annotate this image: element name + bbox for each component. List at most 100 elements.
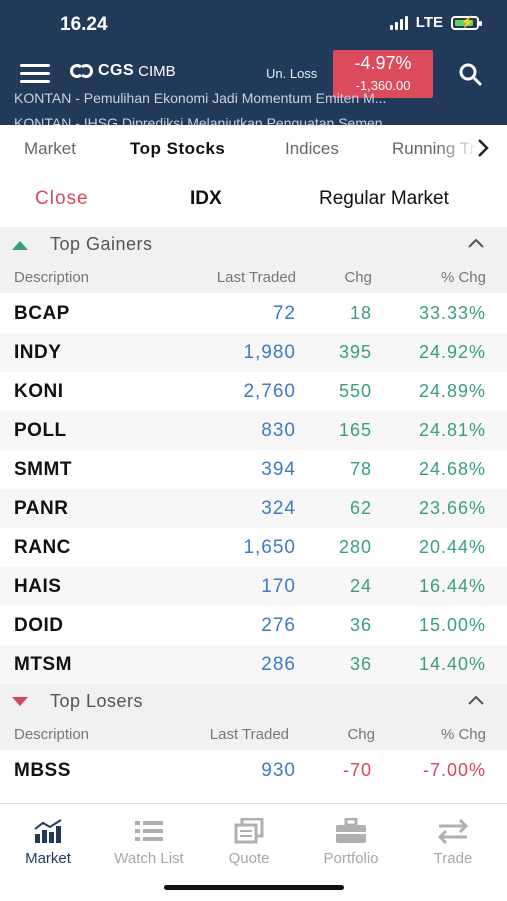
market-tabs: Market Top Stocks Indices Running Tr	[0, 125, 507, 172]
triangle-up-icon	[12, 241, 28, 250]
change: 165	[338, 420, 372, 440]
table-row[interactable]: POLL 830 165 24.81%	[0, 411, 507, 450]
percent-change: -7.00%	[422, 760, 486, 780]
col-description: Description	[14, 726, 90, 743]
symbol: HAIS	[14, 576, 62, 597]
last-traded: 1,650	[243, 537, 296, 558]
nav-quote[interactable]: Quote	[204, 818, 294, 867]
logo-mark-icon	[70, 62, 94, 80]
col-pct-chg: % Chg	[440, 726, 486, 743]
chevron-up-icon[interactable]	[467, 237, 485, 249]
col-last-traded: Last Traded	[209, 726, 289, 743]
nav-label: Watch List	[114, 850, 184, 867]
quote-window-icon	[234, 818, 264, 844]
section-title: Top Losers	[50, 691, 144, 711]
tab-top-stocks[interactable]: Top Stocks	[130, 139, 226, 158]
last-traded: 2,760	[243, 381, 296, 402]
symbol: BCAP	[14, 303, 70, 324]
top-losers-header[interactable]: Top Losers	[0, 684, 507, 720]
nav-label: Trade	[433, 850, 473, 867]
chevron-up-icon[interactable]	[467, 694, 485, 706]
table-row[interactable]: BCAP 72 18 33.33%	[0, 294, 507, 333]
nav-label: Quote	[228, 850, 270, 867]
change: 24	[349, 576, 372, 596]
nav-watch-list[interactable]: Watch List	[104, 818, 194, 867]
symbol: KONI	[14, 381, 64, 402]
chevron-right-icon[interactable]	[473, 137, 493, 159]
symbol: MTSM	[14, 654, 72, 675]
home-indicator	[164, 885, 344, 890]
column-headers: Description Last Traded Chg % Chg	[0, 720, 507, 750]
change: 280	[338, 537, 372, 557]
symbol: SMMT	[14, 459, 72, 480]
change: 18	[349, 303, 372, 323]
table-row[interactable]: SMMT 394 78 24.68%	[0, 450, 507, 489]
table-row[interactable]: RANC 1,650 280 20.44%	[0, 528, 507, 567]
filter-bar: Close IDX Regular Market	[0, 171, 507, 227]
percent-change: 33.33%	[418, 303, 486, 323]
percent-change: 16.44%	[418, 576, 486, 596]
unrealized-loss-value: -1,360.00	[355, 78, 411, 93]
network-label: LTE	[415, 14, 443, 31]
exchange-filter[interactable]: IDX	[190, 188, 222, 209]
nav-trade[interactable]: Trade	[408, 818, 498, 867]
symbol: DOID	[14, 615, 64, 636]
last-traded: 1,980	[243, 342, 296, 363]
list-icon	[135, 821, 163, 841]
top-gainers-header[interactable]: Top Gainers	[0, 227, 507, 263]
table-row[interactable]: PANR 324 62 23.66%	[0, 489, 507, 528]
logo-main-text: CGS	[98, 62, 135, 79]
tab-indices[interactable]: Indices	[285, 139, 339, 158]
percent-change: 24.68%	[418, 459, 486, 479]
hamburger-menu-icon[interactable]	[20, 64, 50, 84]
news-ticker-item[interactable]: KONTAN - IHSG Diprediksi Melanjutkan Pen…	[14, 115, 395, 125]
news-ticker-item[interactable]: KONTAN - Pemulihan Ekonomi Jadi Momentum…	[14, 90, 387, 106]
symbol: INDY	[14, 342, 62, 363]
percent-change: 15.00%	[418, 615, 486, 635]
brand-logo: CGS CIMB	[70, 62, 176, 80]
percent-change: 14.40%	[418, 654, 486, 674]
table-row[interactable]: MTSM 286 36 14.40%	[0, 645, 507, 684]
market-status-filter[interactable]: Close	[35, 188, 89, 209]
bar-chart-icon	[34, 819, 62, 843]
col-chg: Chg	[344, 269, 372, 286]
unrealized-loss-label: Un. Loss	[266, 66, 318, 81]
last-traded: 72	[272, 303, 296, 324]
col-description: Description	[14, 269, 90, 286]
nav-portfolio[interactable]: Portfolio	[306, 818, 396, 867]
percent-change: 24.81%	[418, 420, 486, 440]
unrealized-loss-badge[interactable]: -4.97% -1,360.00	[333, 50, 433, 98]
section-title: Top Gainers	[50, 234, 153, 254]
table-row[interactable]: DOID 276 36 15.00%	[0, 606, 507, 645]
table-row[interactable]: HAIS 170 24 16.44%	[0, 567, 507, 606]
status-indicators: LTE ⚡	[389, 14, 482, 31]
table-row[interactable]: KONI 2,760 550 24.89%	[0, 372, 507, 411]
search-icon[interactable]	[458, 62, 482, 86]
percent-change: 24.92%	[418, 342, 486, 362]
change: 62	[349, 498, 372, 518]
bottom-navigation: Market Watch List Quote Portfolio	[0, 803, 507, 901]
table-row[interactable]: INDY 1,980 395 24.92%	[0, 333, 507, 372]
last-traded: 276	[261, 615, 296, 636]
last-traded: 170	[261, 576, 296, 597]
table-row[interactable]: MBSS 930 -70 -7.00%	[0, 751, 507, 790]
signal-icon	[389, 15, 408, 30]
unrealized-loss-percent: -4.97%	[354, 53, 412, 73]
nav-market[interactable]: Market	[3, 818, 93, 867]
status-time: 16.24	[60, 14, 108, 35]
last-traded: 830	[261, 420, 296, 441]
symbol: MBSS	[14, 760, 71, 781]
symbol: PANR	[14, 498, 69, 519]
last-traded: 324	[261, 498, 296, 519]
briefcase-icon	[336, 818, 366, 843]
battery-icon: ⚡	[451, 15, 482, 30]
change: -70	[342, 760, 372, 780]
percent-change: 20.44%	[418, 537, 486, 557]
last-traded: 394	[261, 459, 296, 480]
change: 550	[338, 381, 372, 401]
percent-change: 23.66%	[418, 498, 486, 518]
column-headers: Description Last Traded Chg % Chg	[0, 263, 507, 293]
col-last-traded: Last Traded	[216, 269, 296, 286]
tab-market[interactable]: Market	[24, 139, 76, 158]
board-filter[interactable]: Regular Market	[319, 188, 449, 209]
